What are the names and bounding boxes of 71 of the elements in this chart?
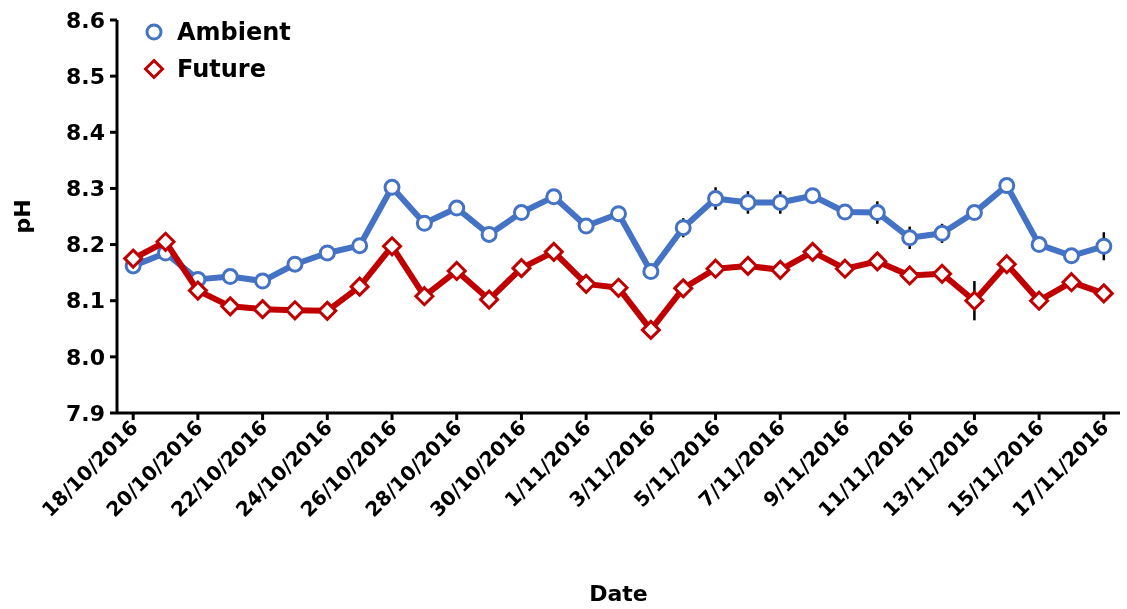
point <box>576 273 597 294</box>
point <box>382 236 403 257</box>
legend-label: Future <box>177 55 266 84</box>
point <box>770 259 791 280</box>
y-tick-label: 8.6 <box>66 7 105 33</box>
point <box>187 280 208 301</box>
y-axis-title: pH <box>10 199 35 234</box>
y-tick-label: 8.5 <box>66 63 105 89</box>
point <box>707 190 725 208</box>
point <box>349 276 370 297</box>
point <box>252 299 273 320</box>
point <box>998 177 1016 195</box>
point <box>318 244 336 262</box>
point <box>996 254 1017 275</box>
point <box>480 225 498 243</box>
point <box>867 251 888 272</box>
point <box>545 188 563 206</box>
point <box>932 263 953 284</box>
point <box>610 205 627 223</box>
point <box>640 319 661 340</box>
point <box>123 248 144 269</box>
point <box>802 241 823 262</box>
point <box>836 203 854 221</box>
point <box>899 265 920 286</box>
point <box>608 277 629 298</box>
point <box>901 229 919 247</box>
point <box>415 214 433 232</box>
point <box>1095 237 1113 255</box>
point <box>479 289 500 310</box>
point <box>964 290 985 311</box>
point <box>446 260 467 281</box>
point <box>804 187 822 205</box>
y-tick-label: 8.1 <box>66 288 105 314</box>
point <box>1030 236 1048 254</box>
point <box>1029 290 1050 311</box>
point <box>286 255 304 273</box>
point <box>512 204 530 222</box>
point <box>448 199 466 217</box>
y-tick-label: 7.9 <box>66 400 105 426</box>
point <box>965 204 983 222</box>
point <box>933 224 951 242</box>
point <box>543 241 564 262</box>
point <box>221 268 239 286</box>
y-tick-label: 8.0 <box>66 344 105 370</box>
y-tick-label: 8.2 <box>66 232 105 258</box>
point <box>254 272 272 290</box>
point <box>317 300 338 321</box>
y-tick-label: 8.3 <box>66 176 105 202</box>
point <box>771 193 789 211</box>
point <box>155 231 176 252</box>
point <box>673 278 694 299</box>
point <box>705 258 726 279</box>
point <box>834 258 855 279</box>
point <box>868 204 886 222</box>
point <box>284 300 305 321</box>
point <box>674 219 692 237</box>
point <box>351 237 369 255</box>
point <box>1062 247 1080 265</box>
point <box>642 263 660 281</box>
point <box>220 296 241 317</box>
legend-label: Ambient <box>177 18 291 47</box>
point <box>511 258 532 279</box>
point <box>739 193 757 211</box>
x-axis-title: Date <box>589 581 648 606</box>
point <box>577 217 595 235</box>
y-tick-label: 8.4 <box>66 119 105 145</box>
point <box>1061 272 1082 293</box>
point <box>1093 283 1114 304</box>
point <box>414 286 435 307</box>
point <box>737 255 758 276</box>
point <box>383 178 401 196</box>
